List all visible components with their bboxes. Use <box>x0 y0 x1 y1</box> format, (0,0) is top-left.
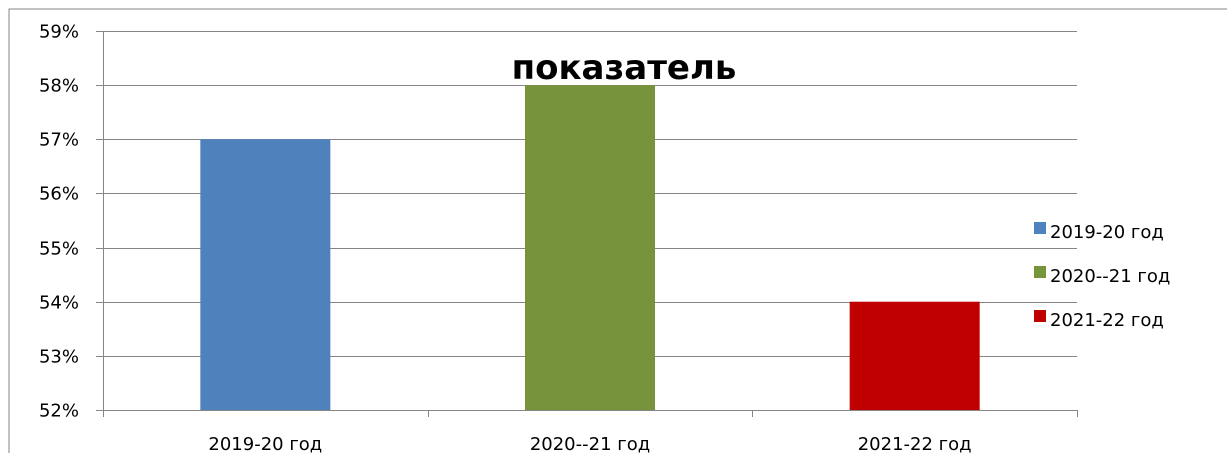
legend-label: 2019-20 год <box>1050 222 1164 243</box>
legend-swatch <box>1034 266 1046 278</box>
y-tick-label: 58% <box>39 76 79 97</box>
legend-swatch <box>1034 310 1046 322</box>
legend: 2019-20 год 2020--21 год 2021-22 год <box>1034 222 1170 331</box>
y-tick-label: 56% <box>39 184 79 205</box>
axes-group <box>103 31 1078 417</box>
legend-label: 2021-22 год <box>1050 310 1164 331</box>
y-tick-label: 59% <box>39 22 79 43</box>
legend-label: 2020--21 год <box>1050 266 1170 287</box>
y-axis-ticks: 52% 53% 54% 55% 56% 57% 58% 59% <box>39 22 79 422</box>
y-tick-label: 55% <box>39 239 79 260</box>
x-axis-labels: 2019-20 год 2020--21 год 2021-22 год <box>208 434 971 453</box>
y-tick-label: 53% <box>39 347 79 368</box>
chart-title: показатель <box>512 48 737 88</box>
x-category-label: 2019-20 год <box>208 434 322 453</box>
y-tick-label: 57% <box>39 130 79 151</box>
chart-frame <box>8 8 1227 453</box>
bar-1 <box>200 139 331 411</box>
x-category-label: 2020--21 год <box>530 434 650 453</box>
legend-swatch <box>1034 222 1046 234</box>
y-tick-label: 54% <box>39 293 79 314</box>
y-tick-label: 52% <box>39 401 79 422</box>
bar-3 <box>849 301 980 410</box>
x-category-label: 2021-22 год <box>858 434 972 453</box>
bars-group <box>200 85 980 411</box>
bar-2 <box>525 85 655 411</box>
